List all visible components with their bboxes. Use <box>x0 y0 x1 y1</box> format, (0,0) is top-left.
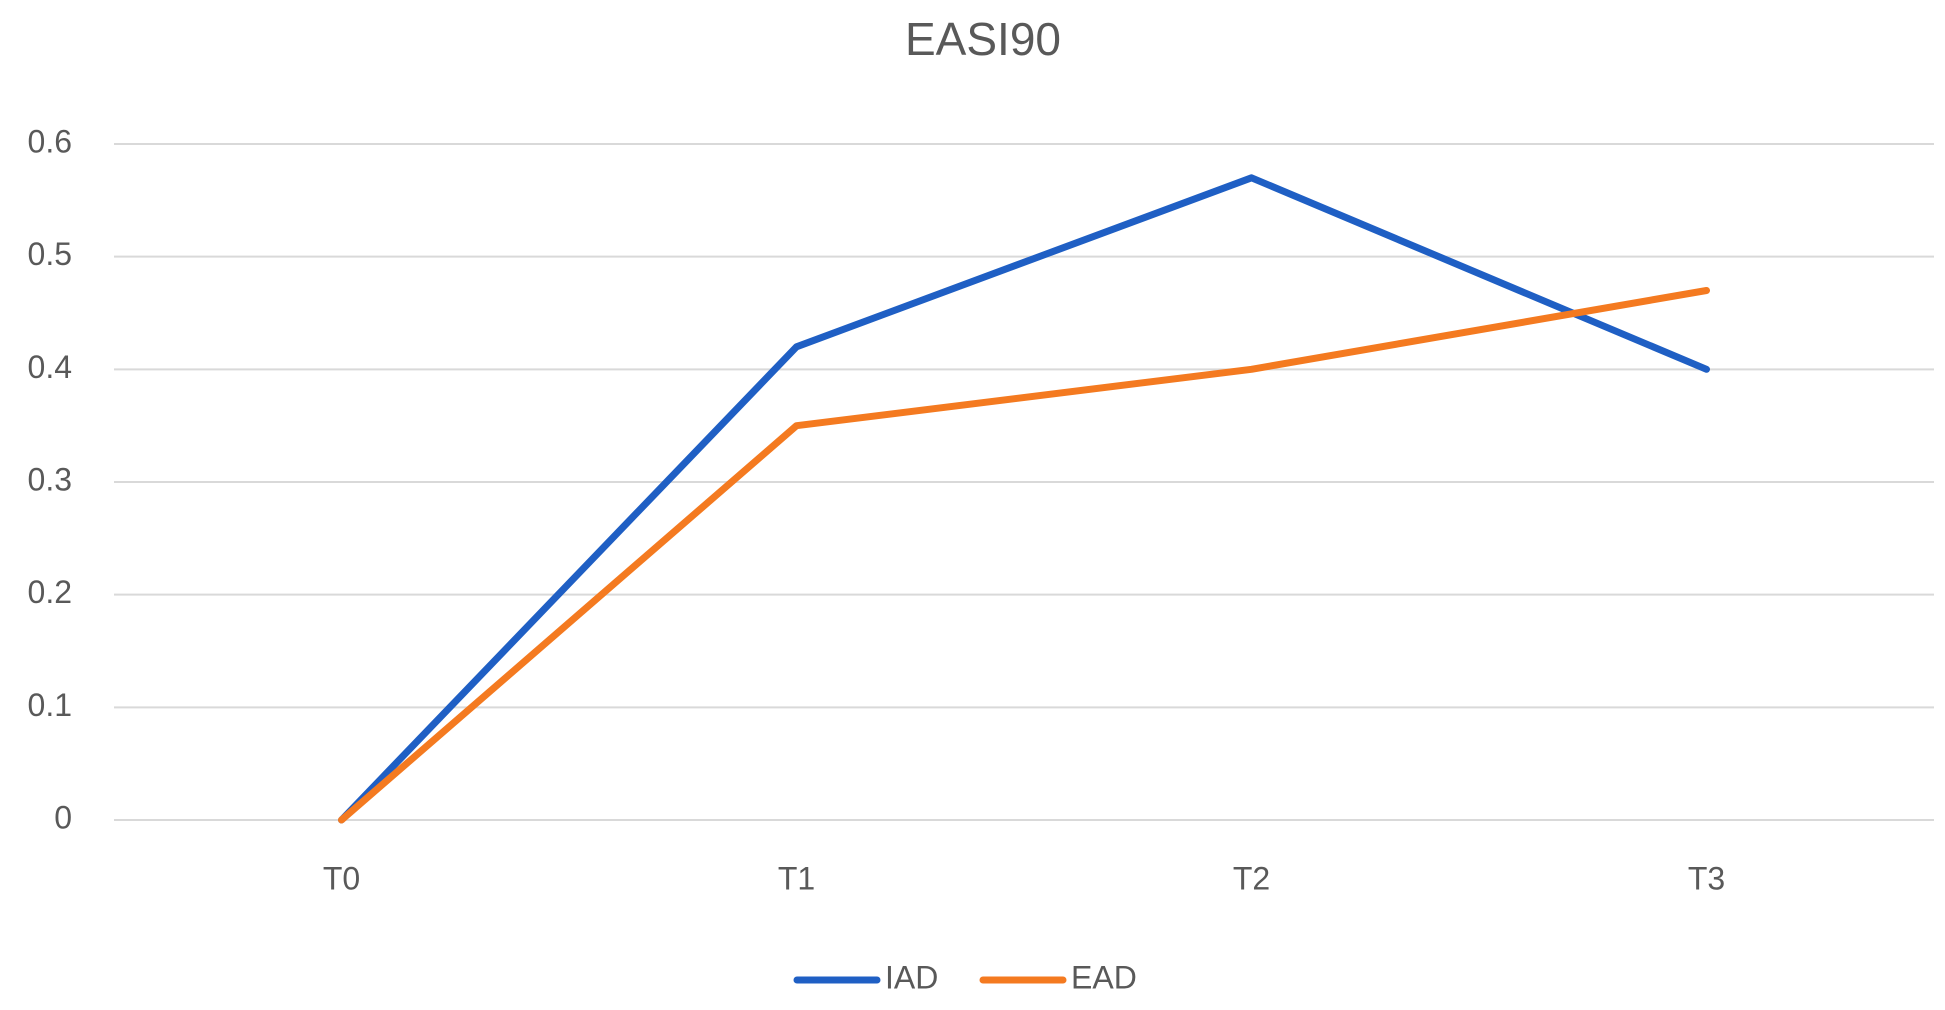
legend-label: IAD <box>885 959 938 995</box>
line-series <box>338 174 1710 824</box>
y-tick-label: 0.3 <box>28 461 72 497</box>
x-tick-label: T1 <box>778 860 815 896</box>
y-tick-label: 0.4 <box>28 349 72 385</box>
x-tick-label: T3 <box>1688 860 1725 896</box>
chart-title: EASI90 <box>905 13 1061 65</box>
legend-label: EAD <box>1071 959 1137 995</box>
y-tick-label: 0.6 <box>28 123 72 159</box>
line-series <box>338 287 1710 824</box>
x-tick-label: T0 <box>323 860 360 896</box>
y-tick-label: 0.1 <box>28 687 72 723</box>
x-tick-label: T2 <box>1233 860 1270 896</box>
y-tick-label: 0.5 <box>28 236 72 272</box>
y-tick-label: 0.2 <box>28 574 72 610</box>
y-tick-label: 0 <box>54 799 72 835</box>
